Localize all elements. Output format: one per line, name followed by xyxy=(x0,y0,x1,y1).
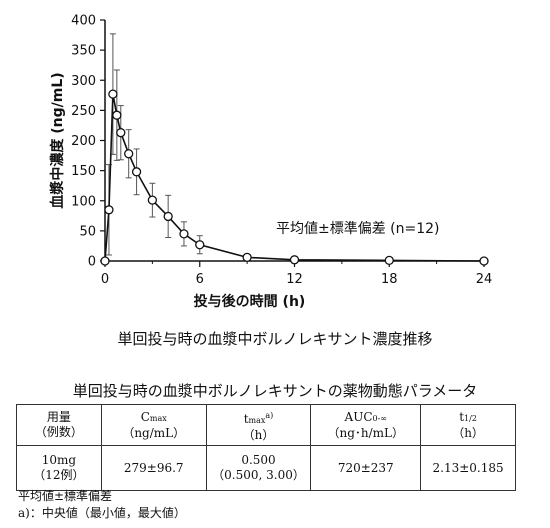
y-tick-label: 100 xyxy=(71,194,96,209)
data-point xyxy=(479,256,489,266)
table-notes: 平均値±標準偏差 a)：中央値（最小値，最大値） xyxy=(18,488,186,522)
cell-auc: 720±237 xyxy=(310,445,422,491)
y-tick-label: 150 xyxy=(71,164,96,179)
y-tick-label: 300 xyxy=(71,74,96,89)
cell-cmax: 279±96.7 xyxy=(100,445,207,491)
pk-chart: 0 50 100 150 200 250 300 350 400 0 6 12 18 24 投与後の時間 (… xyxy=(49,14,493,311)
table-title: 単回投与時の血漿中ボルノレキサントの薬物動態パラメータ xyxy=(72,382,478,400)
note-median: a)：中央値（最小値，最大値） xyxy=(18,506,186,520)
data-point xyxy=(179,229,189,239)
cell-tmax: 0.500 （0.500, 3.00） xyxy=(205,445,312,491)
pk-parameter-table: 用量 （例数） Cmax （ng/mL） tmaxa) （h） AUC0-∞ （ng･h… xyxy=(16,404,516,491)
header-cmax: Cmax （ng/mL） xyxy=(100,404,207,446)
y-tick-label: 50 xyxy=(79,224,96,239)
data-point xyxy=(242,252,252,263)
data-point xyxy=(116,128,126,138)
cell-thalf: 2.13±0.185 xyxy=(420,445,516,491)
data-point xyxy=(100,256,110,266)
x-tick-label: 6 xyxy=(196,272,204,287)
cell-dose: 10mg （12例） xyxy=(16,445,102,491)
data-point xyxy=(104,205,114,215)
legend-annotation: 平均値±標準偏差 (n=12) xyxy=(276,221,440,237)
x-tick-label: 18 xyxy=(381,272,398,287)
y-tick-label: 0 xyxy=(88,255,96,270)
header-auc: AUC0-∞ （ng･h/mL） xyxy=(310,404,422,446)
y-tick-label: 350 xyxy=(71,44,96,59)
data-point xyxy=(112,110,122,120)
y-tick-label: 250 xyxy=(71,104,96,119)
data-point xyxy=(384,255,394,266)
data-point xyxy=(289,255,300,265)
x-tick-label: 12 xyxy=(286,272,303,287)
x-tick-label: 24 xyxy=(476,272,493,287)
y-tick-label: 200 xyxy=(71,134,96,149)
data-point xyxy=(131,167,142,177)
data-point xyxy=(108,89,118,99)
table-header-row: 用量 （例数） Cmax （ng/mL） tmaxa) （h） AUC0-∞ （ng･h… xyxy=(16,404,516,446)
chart-caption: 単回投与時の血漿中ボルノレキサント濃度推移 xyxy=(117,330,433,348)
note-mean-sd: 平均値±標準偏差 xyxy=(18,489,113,503)
header-thalf: t1/2 （h） xyxy=(420,404,516,446)
x-axis-title: 投与後の時間 (h) xyxy=(194,293,306,310)
data-point xyxy=(124,149,134,159)
y-tick-label: 400 xyxy=(71,14,96,29)
y-axis-title: 血漿中濃度 (ng/mL) xyxy=(49,72,66,208)
header-dose: 用量 （例数） xyxy=(16,404,102,446)
x-tick-label: 0 xyxy=(101,272,109,287)
data-point xyxy=(163,211,173,222)
table-row: 10mg （12例） 279±96.7 0.500 （0.500, 3.00） 72… xyxy=(16,445,516,491)
header-tmax: tmaxa) （h） xyxy=(205,404,312,446)
data-point xyxy=(195,240,205,250)
data-point xyxy=(147,195,158,205)
